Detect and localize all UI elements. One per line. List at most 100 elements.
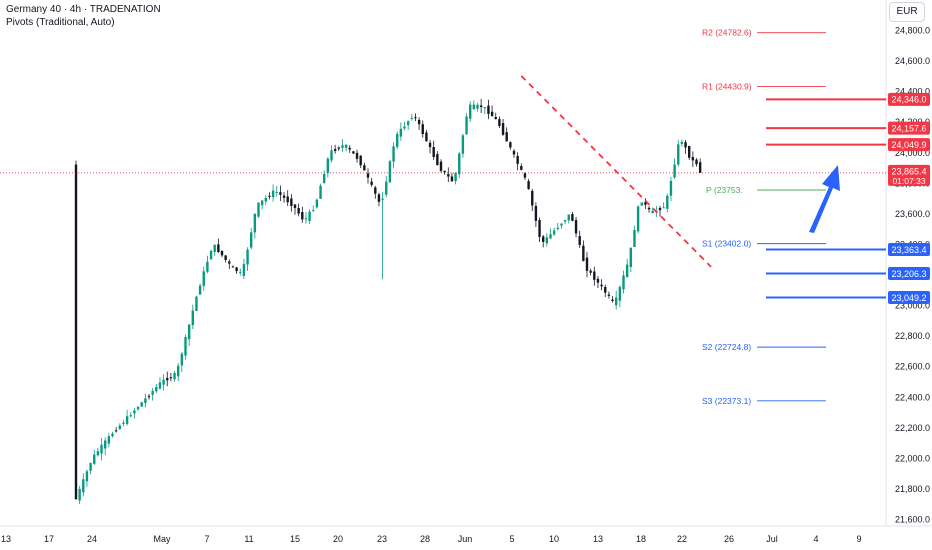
candle-body bbox=[487, 105, 490, 114]
candle-body bbox=[585, 257, 589, 271]
candle-body bbox=[104, 440, 107, 449]
candle-body bbox=[114, 430, 118, 432]
candle-body bbox=[323, 173, 326, 184]
candle-body bbox=[593, 271, 596, 280]
candle-body bbox=[556, 227, 559, 230]
candle-body bbox=[184, 337, 187, 356]
candle-body bbox=[162, 379, 165, 385]
x-tick-label: 4 bbox=[813, 534, 818, 544]
candle-body bbox=[498, 119, 501, 126]
candle-body bbox=[213, 244, 216, 252]
pivot-label-s2: S2 (22724.8) bbox=[702, 342, 751, 352]
resistance-level-tag bbox=[888, 138, 930, 152]
candle-body bbox=[425, 132, 428, 142]
currency-button[interactable]: EUR bbox=[889, 2, 925, 22]
candle-body bbox=[563, 220, 567, 222]
candle-body bbox=[355, 152, 359, 159]
candle-body bbox=[385, 181, 388, 195]
candle-body bbox=[596, 278, 600, 283]
candle-body bbox=[293, 204, 297, 209]
candle-body bbox=[439, 161, 443, 171]
candle-body bbox=[326, 158, 330, 173]
y-tick-label: 24,800.0 bbox=[895, 26, 930, 36]
candle-body bbox=[607, 294, 611, 296]
candle-body bbox=[472, 104, 476, 110]
candle-body bbox=[516, 155, 519, 164]
candle-body bbox=[636, 206, 640, 232]
candle-body bbox=[239, 271, 242, 273]
candle-body bbox=[406, 121, 410, 126]
candle-body bbox=[144, 398, 147, 403]
candle-body bbox=[118, 425, 121, 429]
candle-body bbox=[458, 153, 461, 175]
candle-body bbox=[432, 147, 435, 158]
candle-body bbox=[618, 286, 622, 301]
x-tick-label: 24 bbox=[87, 534, 97, 544]
candle-body bbox=[264, 197, 267, 202]
candle-body bbox=[611, 299, 614, 302]
candle-body bbox=[447, 174, 450, 177]
candle-body bbox=[271, 190, 275, 198]
candle-body bbox=[177, 365, 180, 377]
candle-body bbox=[107, 436, 111, 444]
candle-body bbox=[125, 416, 129, 424]
last-price-tag bbox=[888, 164, 930, 186]
x-tick-label: 18 bbox=[636, 534, 646, 544]
x-tick-label: 9 bbox=[856, 534, 861, 544]
candle-body bbox=[490, 111, 494, 117]
x-tick-label: 13 bbox=[1, 534, 11, 544]
resistance-level-tag-label: 24,049.9 bbox=[891, 140, 926, 150]
candle-body bbox=[414, 117, 417, 119]
candle-body bbox=[410, 118, 413, 120]
candle-body bbox=[589, 270, 592, 273]
last-price-value: 23,865.4 bbox=[891, 166, 926, 176]
indicator-label[interactable]: Pivots (Traditional, Auto) bbox=[6, 17, 115, 28]
candle-body bbox=[169, 377, 173, 379]
candle-body bbox=[666, 195, 669, 209]
candle-body bbox=[684, 142, 687, 148]
x-tick-label: Jul bbox=[766, 534, 778, 544]
candle-body bbox=[85, 471, 89, 482]
candle-body bbox=[136, 406, 140, 410]
candle-body bbox=[297, 207, 300, 214]
candle-body bbox=[633, 230, 636, 248]
candle-body bbox=[290, 198, 293, 207]
x-tick-label: 13 bbox=[593, 534, 603, 544]
y-tick-label: 22,600.0 bbox=[895, 362, 930, 372]
candle-body bbox=[308, 211, 311, 221]
candle-body bbox=[206, 261, 209, 272]
candle-body bbox=[228, 261, 231, 264]
candle-body bbox=[129, 415, 132, 417]
candle-body bbox=[348, 147, 351, 150]
candle-body bbox=[140, 402, 143, 407]
x-tick-label: 23 bbox=[377, 534, 387, 544]
candle-body bbox=[319, 185, 322, 199]
y-tick-label: 22,000.0 bbox=[895, 453, 930, 463]
candle-body bbox=[677, 144, 680, 165]
candle-body bbox=[640, 202, 643, 206]
support-level-tag bbox=[888, 267, 930, 281]
candle-body bbox=[166, 377, 169, 381]
candle-body bbox=[100, 444, 103, 454]
support-level-tag bbox=[888, 243, 930, 257]
candle-body bbox=[680, 141, 684, 144]
x-tick-label: 10 bbox=[549, 534, 559, 544]
x-tick-label: Jun bbox=[458, 534, 473, 544]
candle-body bbox=[399, 128, 403, 137]
candle-body bbox=[363, 165, 366, 171]
candle-body bbox=[235, 267, 238, 272]
candle-body bbox=[133, 410, 136, 414]
candle-body bbox=[695, 159, 698, 165]
x-tick-label: 15 bbox=[290, 534, 300, 544]
candle-body bbox=[155, 387, 158, 392]
resistance-level-tag-label: 24,157.6 bbox=[891, 123, 926, 133]
candle-body bbox=[560, 223, 563, 226]
candle-body bbox=[651, 210, 654, 214]
candle-body bbox=[180, 353, 184, 366]
x-tick-label: 22 bbox=[677, 534, 687, 544]
candle-body bbox=[253, 213, 257, 233]
chart-title: Germany 40 · 4h · TRADENATION bbox=[6, 4, 161, 15]
candles-group bbox=[74, 98, 702, 505]
candle-body bbox=[567, 214, 570, 221]
